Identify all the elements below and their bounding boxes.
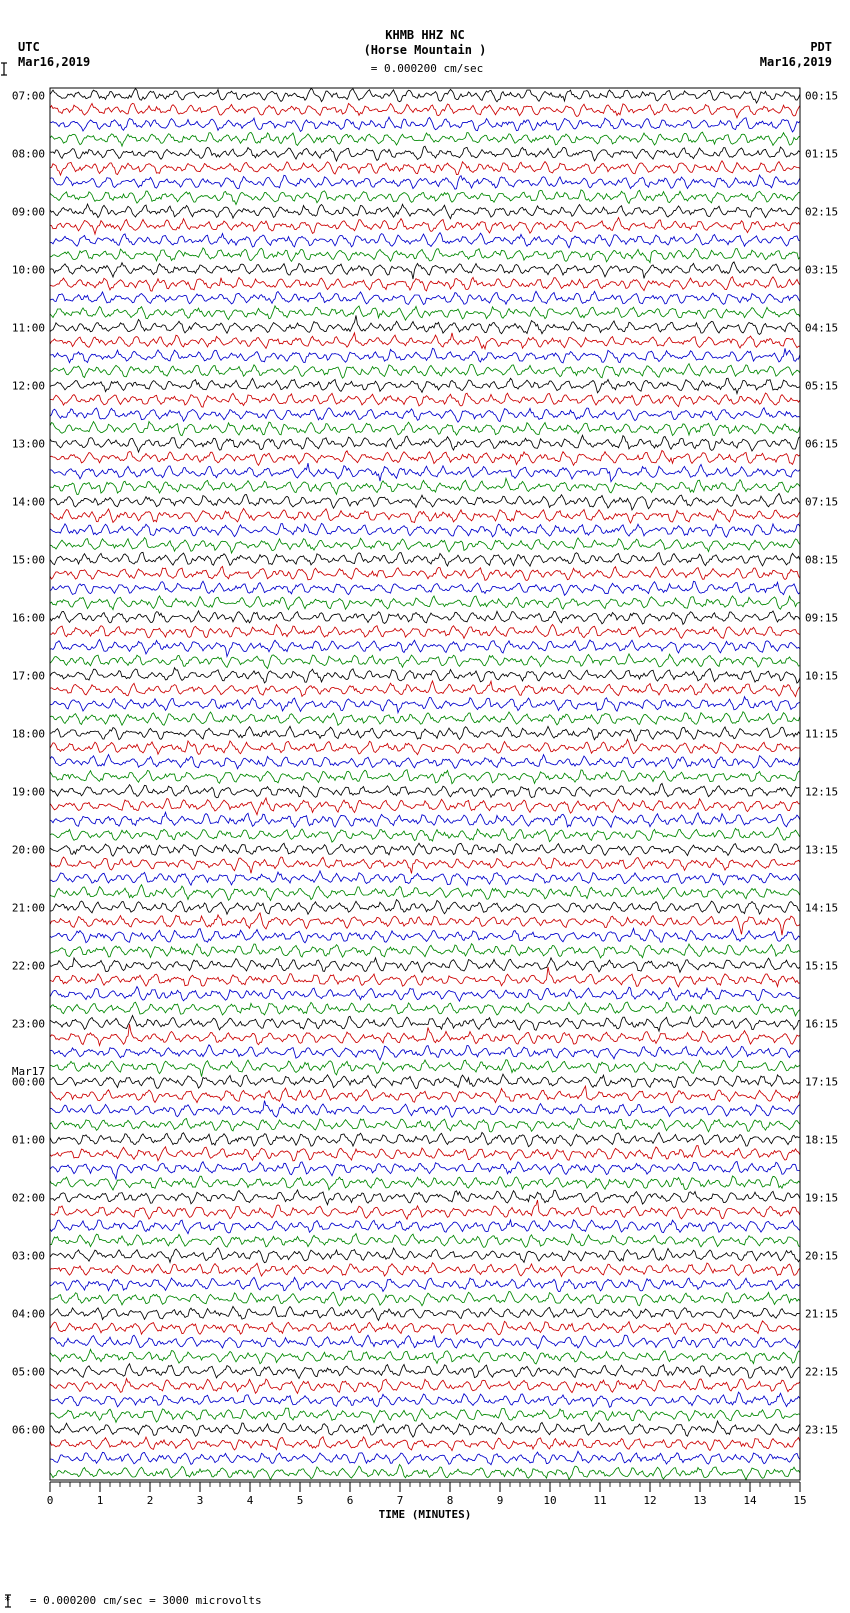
seismogram-container: UTC Mar16,2019 KHMB HHZ NC (Horse Mounta… [0,0,850,1613]
svg-text:14:15: 14:15 [805,901,838,914]
seismogram-plot: 07:00 08:00 09:00 10:00 11:00 12:00 13:00 14:00… [0,0,850,1613]
svg-text:19:00: 19:00 [12,785,45,798]
svg-text:00:15: 00:15 [805,89,838,102]
svg-text:07:00: 07:00 [12,89,45,102]
svg-text:09:15: 09:15 [805,611,838,624]
svg-text:2: 2 [147,1494,154,1507]
svg-text:18:15: 18:15 [805,1133,838,1146]
svg-text:1: 1 [97,1494,104,1507]
svg-text:4: 4 [247,1494,254,1507]
svg-text:16:15: 16:15 [805,1017,838,1030]
svg-text:17:15: 17:15 [805,1075,838,1088]
svg-text:13:00: 13:00 [12,437,45,450]
svg-text:21:15: 21:15 [805,1307,838,1320]
svg-text:3: 3 [197,1494,204,1507]
svg-text:02:15: 02:15 [805,205,838,218]
svg-text:0: 0 [47,1494,54,1507]
svg-text:05:15: 05:15 [805,379,838,392]
svg-text:16:00: 16:00 [12,611,45,624]
svg-text:08:00: 08:00 [12,147,45,160]
svg-text:12: 12 [643,1494,656,1507]
svg-text:22:00: 22:00 [12,959,45,972]
svg-text:05:00: 05:00 [12,1365,45,1378]
svg-text:11:15: 11:15 [805,727,838,740]
svg-text:19:15: 19:15 [805,1191,838,1204]
svg-text:8: 8 [447,1494,454,1507]
svg-text:09:00: 09:00 [12,205,45,218]
svg-text:21:00: 21:00 [12,901,45,914]
svg-text:23:00: 23:00 [12,1017,45,1030]
svg-text:06:00: 06:00 [12,1423,45,1436]
svg-text:13:15: 13:15 [805,843,838,856]
svg-text:11:00: 11:00 [12,321,45,334]
svg-text:5: 5 [297,1494,304,1507]
svg-text:7: 7 [397,1494,404,1507]
svg-text:12:15: 12:15 [805,785,838,798]
svg-text:6: 6 [347,1494,354,1507]
svg-text:01:00: 01:00 [12,1133,45,1146]
svg-text:08:15: 08:15 [805,553,838,566]
svg-text:14:00: 14:00 [12,495,45,508]
svg-text:03:00: 03:00 [12,1249,45,1262]
svg-text:17:00: 17:00 [12,669,45,682]
footer-group: * = 0.000200 cm/sec = 3000 microvolts [4,1594,262,1607]
svg-text:04:00: 04:00 [12,1307,45,1320]
svg-text:14: 14 [743,1494,757,1507]
svg-text:11: 11 [593,1494,606,1507]
footer-text: = 0.000200 cm/sec = 3000 microvolts [30,1594,262,1607]
svg-text:9: 9 [497,1494,504,1507]
svg-text:12:00: 12:00 [12,379,45,392]
svg-text:18:00: 18:00 [12,727,45,740]
svg-text:15: 15 [793,1494,806,1507]
svg-text:22:15: 22:15 [805,1365,838,1378]
svg-text:01:15: 01:15 [805,147,838,160]
svg-text:07:15: 07:15 [805,495,838,508]
svg-text:02:00: 02:00 [12,1191,45,1204]
svg-text:15:15: 15:15 [805,959,838,972]
svg-text:TIME (MINUTES): TIME (MINUTES) [379,1508,472,1521]
svg-text:10:00: 10:00 [12,263,45,276]
svg-text:04:15: 04:15 [805,321,838,334]
svg-text:00:00: 00:00 [12,1075,45,1088]
svg-text:20:15: 20:15 [805,1249,838,1262]
svg-text:15:00: 15:00 [12,553,45,566]
svg-text:20:00: 20:00 [12,843,45,856]
svg-text:10:15: 10:15 [805,669,838,682]
svg-text:13: 13 [693,1494,706,1507]
svg-text:03:15: 03:15 [805,263,838,276]
svg-text:10: 10 [543,1494,556,1507]
svg-text:23:15: 23:15 [805,1423,838,1436]
svg-text:06:15: 06:15 [805,437,838,450]
